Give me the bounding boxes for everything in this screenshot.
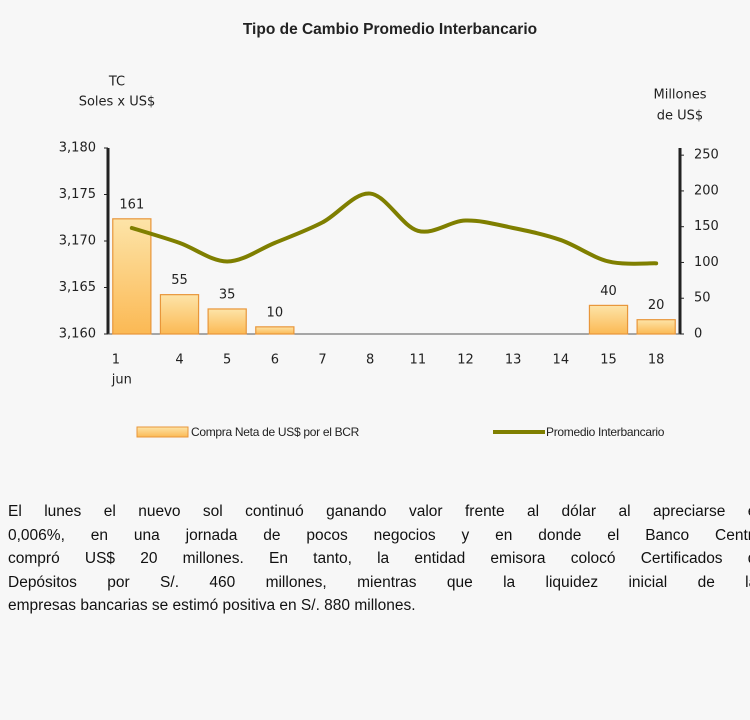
bar: [636, 319, 676, 335]
y-tick-label: 3,170: [59, 234, 96, 249]
bar: [207, 308, 247, 335]
y2-tick-label: 100: [694, 255, 719, 270]
text-line: 0,006%, en una jornada de pocos negocios…: [8, 526, 750, 544]
y2-tick-label: 150: [694, 219, 719, 234]
y-tick-label: 3,165: [59, 280, 96, 295]
bar: [112, 218, 152, 335]
chart: Tipo de Cambio Promedio Interbancario TC…: [59, 21, 719, 439]
legend-label: Promedio Interbancario: [546, 425, 665, 439]
y-tick-label: 3,175: [59, 187, 96, 202]
bar: [159, 294, 200, 335]
data-label: 20: [648, 298, 665, 313]
text-line: empresas bancarias se estimó positiva en…: [8, 597, 416, 614]
x-tick-label: 8: [366, 353, 374, 368]
bar: [255, 326, 295, 335]
bar: [588, 304, 629, 335]
y-axis-title: TC: [108, 75, 125, 90]
legend-label: Compra Neta de US$ por el BCR: [191, 425, 360, 439]
y2-axis-title: de US$: [657, 109, 703, 124]
data-label: 161: [119, 197, 144, 212]
y2-axis-title: Millones: [653, 88, 706, 103]
x-tick-label: 12: [457, 353, 474, 368]
x-tick-label: 5: [223, 353, 231, 368]
text-line: El lunes el nuevo sol continuó ganando v…: [8, 503, 750, 520]
data-label: 35: [219, 287, 236, 302]
line: [129, 191, 659, 266]
x-tick-label: 6: [271, 353, 279, 368]
x-tick-label: 1: [112, 353, 120, 368]
y-tick-label: 3,160: [59, 327, 96, 342]
text-line: compró US$ 20 millones. En tanto, la ent…: [8, 550, 750, 567]
x-tick-label: 14: [553, 353, 570, 368]
x-tick-label: 13: [505, 353, 522, 368]
y2-tick-label: 0: [694, 327, 702, 342]
y-tick-label: 3,180: [59, 141, 96, 156]
x-month-label: jun: [111, 373, 132, 388]
x-tick-label: 15: [600, 353, 617, 368]
x-tick-label: 7: [318, 353, 326, 368]
x-tick-label: 18: [648, 353, 665, 368]
y2-tick-label: 200: [694, 183, 719, 198]
paragraph: El lunes el nuevo sol continuó ganando v…: [8, 500, 750, 618]
data-label: 10: [267, 305, 284, 320]
y-axis-title: Soles x US$: [79, 95, 156, 110]
x-tick-label: 4: [175, 353, 183, 368]
x-tick-label: 11: [410, 353, 427, 368]
text-line: Depósitos por S/. 460 millones, mientras…: [8, 573, 750, 591]
data-label: 55: [171, 273, 188, 288]
y2-tick-label: 250: [694, 148, 719, 163]
chart-title: Tipo de Cambio Promedio Interbancario: [243, 21, 537, 38]
data-label: 40: [600, 284, 617, 299]
legend-swatch: [136, 426, 189, 438]
y2-tick-label: 50: [694, 291, 711, 306]
